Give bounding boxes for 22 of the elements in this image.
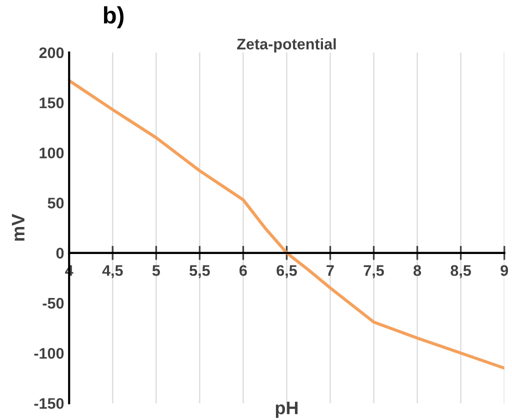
- y-axis-title: mV: [12, 214, 24, 241]
- x-tick-label: 8,5: [450, 265, 471, 278]
- y-tick-label: -150: [34, 398, 64, 409]
- x-tick-label: 7,5: [364, 265, 384, 278]
- y-tick-label: 50: [48, 198, 64, 208]
- y-tick-label: 0: [56, 248, 64, 259]
- y-tick-label: -100: [34, 348, 64, 359]
- x-tick-label: 8: [414, 265, 422, 276]
- x-axis-title: pH: [276, 402, 298, 418]
- x-tick-label: 5,5: [190, 265, 210, 278]
- x-tick-label: 4,5: [102, 265, 123, 278]
- x-tick-label: 6: [240, 265, 247, 276]
- chart-title: Zeta-potential: [237, 38, 336, 52]
- y-tick-label: 100: [40, 148, 64, 158]
- y-tick-label: -50: [42, 298, 64, 309]
- y-tick-label: 200: [39, 47, 64, 58]
- y-tick-label: 150: [40, 97, 64, 108]
- x-tick-label: 7: [326, 265, 334, 276]
- x-tick-label: 9: [500, 265, 508, 276]
- x-tick-label: 6,5: [276, 265, 297, 278]
- text: b): [104, 6, 124, 28]
- x-tick-label: 5: [152, 265, 160, 276]
